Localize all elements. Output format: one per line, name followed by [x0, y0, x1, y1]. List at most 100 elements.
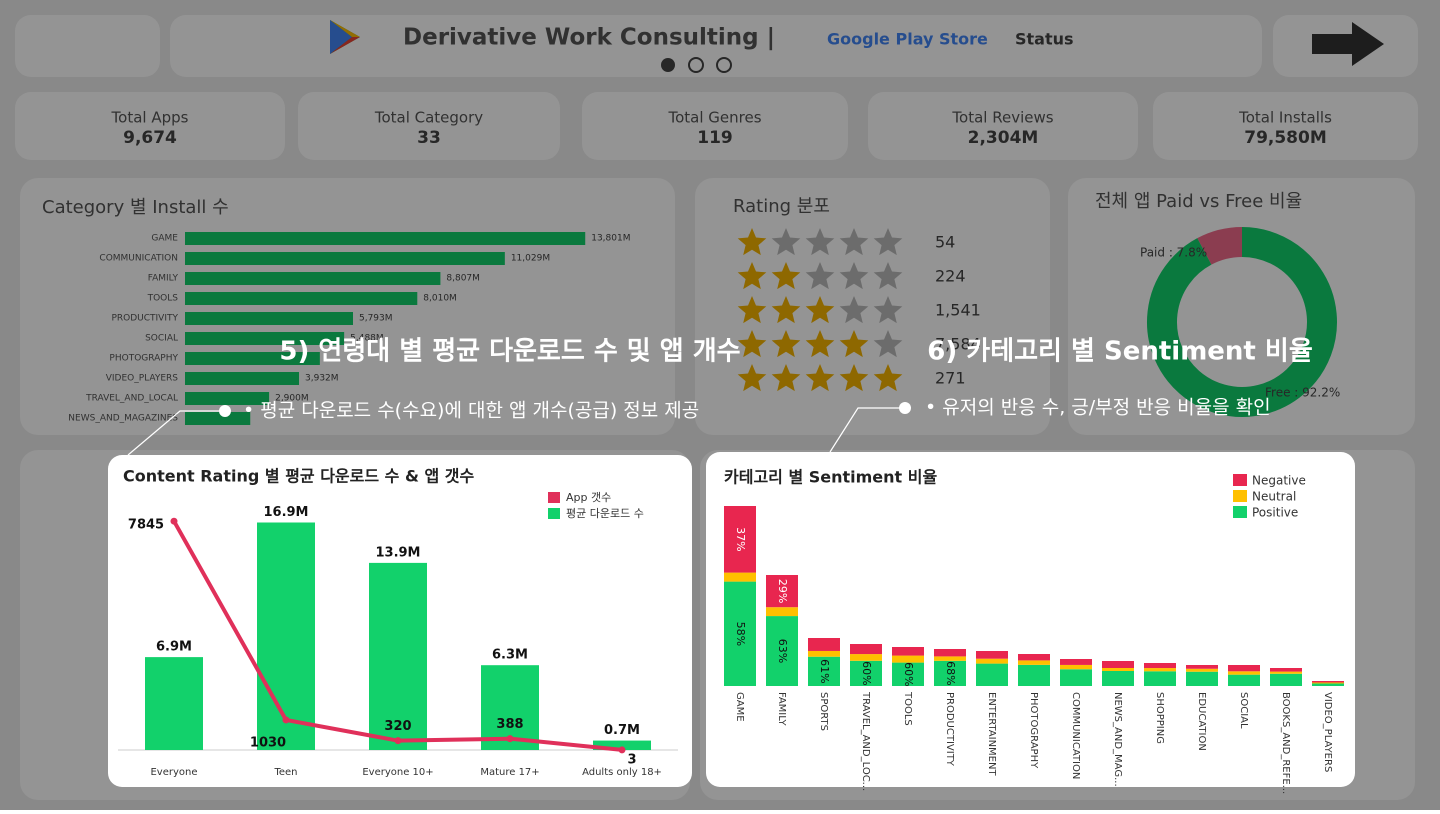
x-tick-label: ENTERTAINMENT: [986, 692, 997, 776]
value-label: 1030: [250, 735, 286, 750]
rating-count: 224: [935, 267, 966, 286]
category-label: FAMILY: [148, 274, 179, 284]
star: [771, 330, 801, 358]
donut-segment: [1197, 227, 1243, 265]
segment-label: 61%: [818, 659, 831, 683]
bar-segment: [1312, 683, 1344, 686]
bar-segment: [1144, 663, 1176, 669]
kpi-card: [1153, 92, 1418, 160]
bar-segment: [1018, 664, 1050, 686]
header-brand: Google Play Store: [827, 30, 988, 49]
page-dot[interactable]: [688, 57, 704, 73]
legend-label: 평균 다운로드 수: [566, 507, 644, 520]
star: [839, 228, 869, 256]
x-tick-label: Adults only 18+: [582, 767, 662, 778]
bar-segment: [976, 663, 1008, 686]
kpi-label: Total Genres: [667, 109, 761, 127]
x-tick-label: EDUCATION: [1196, 692, 1207, 751]
bar-segment: [1186, 668, 1218, 672]
value-label: 11,029M: [511, 254, 550, 264]
star: [873, 296, 903, 324]
kpi-value: 2,304M: [968, 128, 1039, 148]
callout-bullet: • 평균 다운로드 수(수요)에 대한 앱 개수(공급) 정보 제공: [243, 400, 699, 422]
star: [805, 330, 835, 358]
bar-segment: [850, 644, 882, 655]
kpi-value: 79,580M: [1244, 128, 1327, 148]
kpi-label: Total Installs: [1238, 109, 1332, 127]
category-label: TOOLS: [147, 294, 179, 304]
star: [771, 228, 801, 256]
page-dot[interactable]: [661, 58, 675, 72]
next-arrow[interactable]: [1312, 22, 1384, 66]
play-logo-part: [330, 37, 360, 54]
star: [805, 296, 835, 324]
bar-segment: [1018, 654, 1050, 661]
bar-segment: [1102, 661, 1134, 668]
bar-segment: [850, 660, 882, 686]
card: [15, 15, 160, 77]
segment-label: 63%: [776, 639, 789, 663]
kpi-label: Total Apps: [111, 109, 189, 127]
category-label: NEWS_AND_MAGAZINES: [68, 414, 178, 424]
segment-label: 58%: [734, 622, 747, 646]
star: [737, 262, 767, 290]
overlay: 5) 연령대 별 평균 다운로드 수 및 앱 개수 • 평균 다운로드 수(수요…: [108, 337, 1355, 794]
bar-segment: [892, 662, 924, 686]
star: [737, 296, 767, 324]
bar-segment: [1270, 673, 1302, 686]
kpi-card: [868, 92, 1138, 160]
star: [805, 364, 835, 392]
donut-label: Free : 92.2%: [1265, 386, 1340, 400]
donut-segment: [1147, 227, 1337, 417]
callout-heading: 6) 카테고리 별 Sentiment 비율: [927, 337, 1313, 367]
x-tick-label: BOOKS_AND_REFE...: [1280, 692, 1291, 794]
callout-dot: [899, 402, 911, 414]
line-point: [394, 737, 402, 745]
bar-segment: [976, 658, 1008, 664]
bar: [185, 272, 441, 285]
star: [737, 364, 767, 392]
star: [737, 228, 767, 256]
star: [737, 330, 767, 358]
donut-label: Paid : 7.8%: [1140, 246, 1207, 260]
line-point: [170, 517, 178, 525]
bar-segment: [766, 616, 798, 686]
segment-label: 60%: [860, 661, 873, 685]
bar-segment: [892, 647, 924, 656]
kpi-label: Total Reviews: [951, 109, 1053, 127]
star: [839, 330, 869, 358]
bar-segment: [1270, 671, 1302, 674]
star: [873, 262, 903, 290]
page-dot[interactable]: [716, 57, 732, 73]
bar-segment: [1228, 671, 1260, 675]
bar-segment: [934, 656, 966, 661]
bar-segment: [1186, 665, 1218, 669]
x-tick-label: Everyone: [150, 767, 197, 778]
segment-label: 37%: [734, 527, 747, 551]
legend-label: Negative: [1252, 474, 1306, 488]
rating-count: 54: [935, 233, 955, 252]
segment-label: 68%: [944, 661, 957, 685]
legend-swatch: [1233, 506, 1247, 518]
bar-segment: [1312, 682, 1344, 684]
legend-swatch: [548, 508, 560, 519]
kpi-label: Total Category: [374, 109, 483, 127]
star: [771, 296, 801, 324]
x-tick-label: TRAVEL_AND_LOC...: [860, 691, 871, 791]
value-label: 8,010M: [423, 294, 457, 304]
line-point: [506, 735, 514, 743]
bar: [185, 252, 505, 265]
x-tick-label: PRODUCTIVITY: [944, 692, 955, 767]
value-label: 13.9M: [375, 545, 420, 560]
bar: [185, 292, 418, 305]
bar-segment: [1144, 668, 1176, 672]
x-tick-label: FAMILY: [776, 692, 787, 726]
x-tick-label: Everyone 10+: [362, 767, 433, 778]
category-label: GAME: [151, 234, 178, 244]
header-card: [170, 15, 1262, 77]
chart-title: Content Rating 별 평균 다운로드 수 & 앱 갯수: [123, 467, 474, 486]
x-tick-label: NEWS_AND_MAG...: [1112, 692, 1123, 787]
play-logo-part: [330, 20, 352, 54]
kpi-value: 33: [417, 128, 441, 148]
bar: [185, 392, 270, 405]
